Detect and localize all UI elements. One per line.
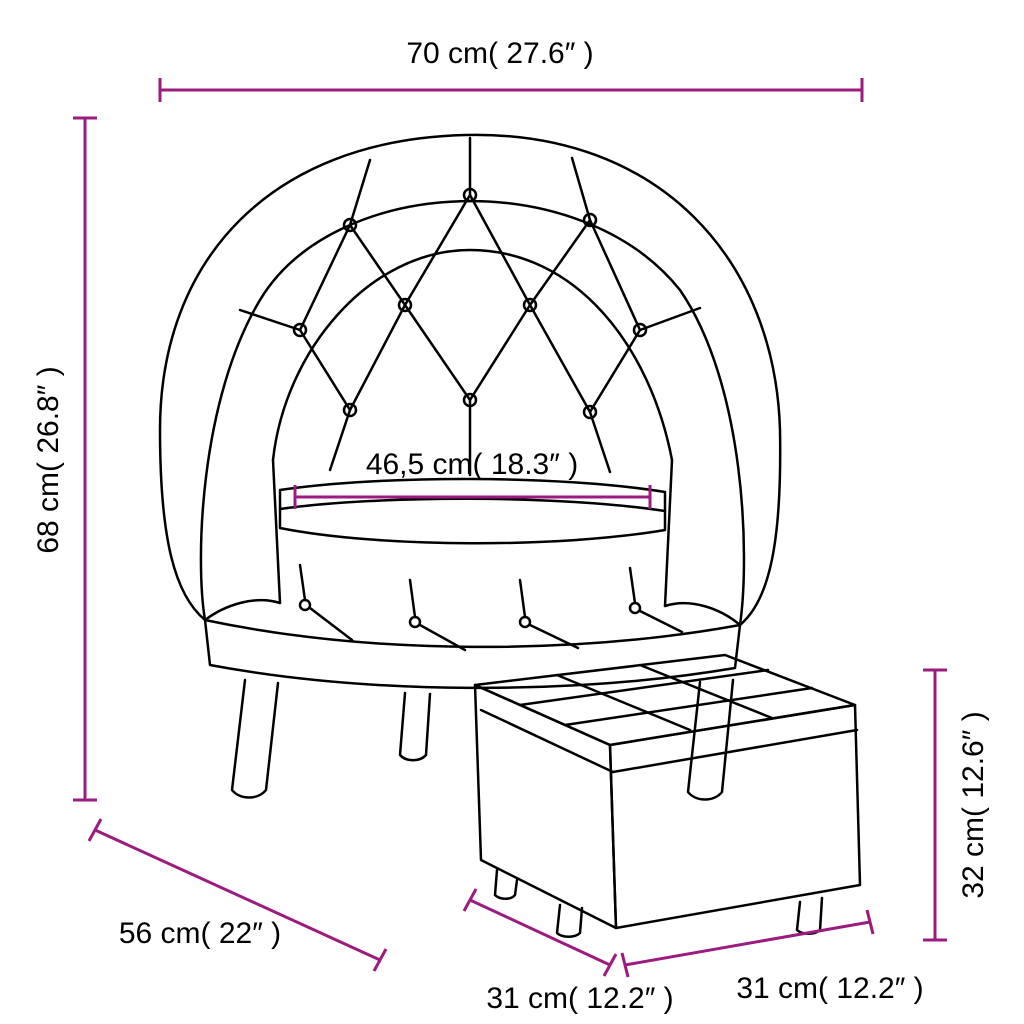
dim-depth: 56 cm( 22″ ) <box>89 819 386 971</box>
dim-ott-height: 32 cm( 12.6″ ) <box>923 670 990 940</box>
dim-ott-depth-label: 31 cm( 12.2″ ) <box>486 982 673 1015</box>
dim-height-label: 68 cm( 26.8″ ) <box>32 366 65 553</box>
ottoman-drawing <box>475 655 860 937</box>
dim-ott-height-label: 32 cm( 12.6″ ) <box>957 711 990 898</box>
dim-seat-label: 46,5 cm( 18.3″ ) <box>366 448 578 481</box>
dim-ott-depth: 31 cm( 12.2″ ) <box>464 889 674 1015</box>
dim-depth-label: 56 cm( 22″ ) <box>119 917 281 950</box>
dim-ott-width-label: 31 cm( 12.2″ ) <box>736 972 923 1005</box>
dim-width-label: 70 cm( 27.6″ ) <box>406 37 593 70</box>
dim-height: 68 cm( 26.8″ ) <box>32 118 97 800</box>
dimensions: 70 cm( 27.6″ ) 68 cm( 26.8″ ) 46,5 cm( 1… <box>32 37 990 1015</box>
dim-width: 70 cm( 27.6″ ) <box>160 37 862 102</box>
